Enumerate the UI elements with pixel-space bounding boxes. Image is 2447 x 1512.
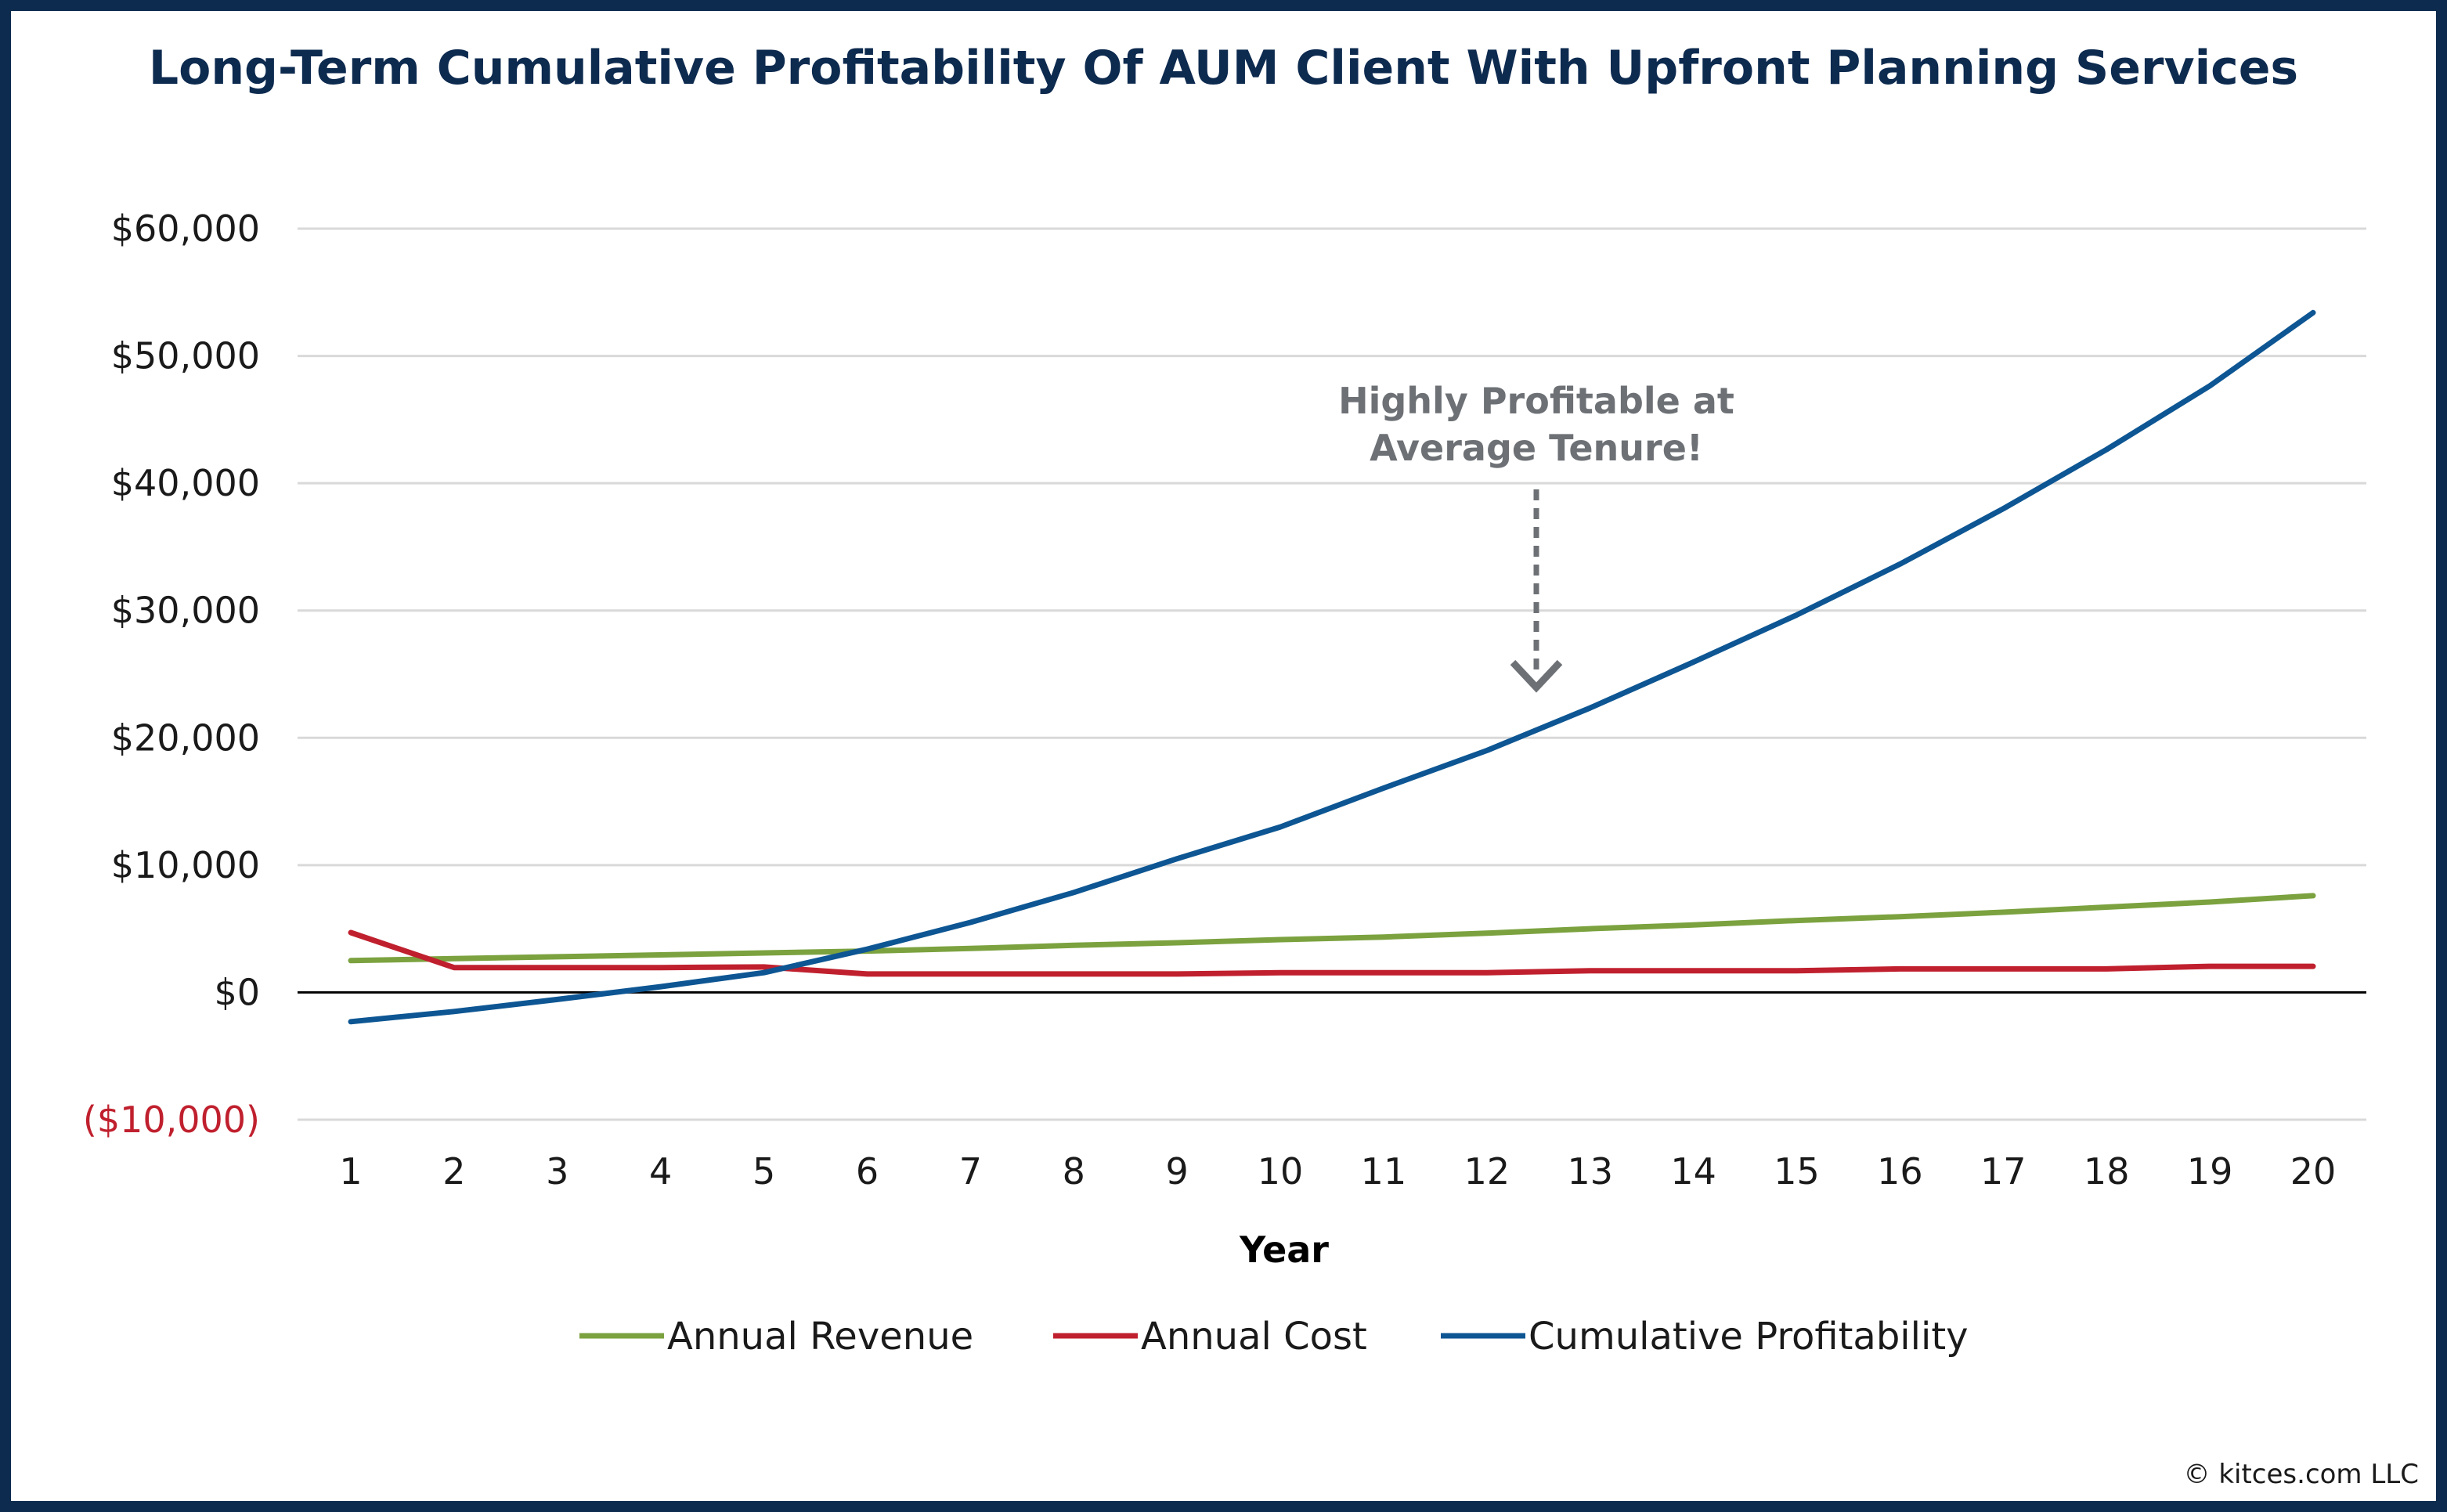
gridlines bbox=[298, 227, 2366, 1121]
x-tick-label: 7 bbox=[959, 1150, 982, 1193]
series-line-cumulative-profitability bbox=[348, 309, 2316, 1025]
legend-label: Annual Revenue bbox=[667, 1315, 973, 1359]
x-tick-label: 17 bbox=[1980, 1150, 2027, 1193]
x-tick-label: 9 bbox=[1166, 1150, 1189, 1193]
copyright-text: © kitces.com LLC bbox=[2183, 1459, 2419, 1490]
x-tick-label: 8 bbox=[1063, 1150, 1085, 1193]
x-tick-label: 13 bbox=[1567, 1150, 1613, 1193]
y-tick-label: $0 bbox=[214, 971, 260, 1013]
x-tick-label: 4 bbox=[649, 1150, 672, 1193]
annotation: Highly Profitable at Average Tenure! bbox=[1338, 380, 1734, 693]
y-tick-label: $60,000 bbox=[111, 207, 260, 250]
annotation-text-line1: Highly Profitable at bbox=[1338, 380, 1734, 422]
x-tick-label: 20 bbox=[2290, 1150, 2337, 1193]
series-line-annual-revenue bbox=[348, 893, 2316, 964]
x-tick-label: 3 bbox=[546, 1150, 568, 1193]
y-axis-ticks: $60,000 $50,000 $40,000 $30,000 $20,000 $10,0… bbox=[83, 207, 260, 1141]
y-tick-label: $50,000 bbox=[111, 335, 260, 377]
y-tick-label: $20,000 bbox=[111, 716, 260, 759]
x-tick-label: 15 bbox=[1774, 1150, 1820, 1193]
chart-title: Long-Term Cumulative Profitability Of AU… bbox=[148, 41, 2299, 96]
y-tick-label: $30,000 bbox=[111, 590, 260, 632]
x-tick-label: 1 bbox=[339, 1150, 362, 1193]
series-lines bbox=[348, 309, 2316, 1025]
x-tick-label: 11 bbox=[1361, 1150, 1407, 1193]
x-tick-label: 16 bbox=[1877, 1150, 1923, 1193]
annotation-text-line2: Average Tenure! bbox=[1370, 427, 1703, 469]
x-tick-label: 2 bbox=[442, 1150, 465, 1193]
x-axis-label: Year bbox=[1239, 1229, 1329, 1271]
y-tick-label: $40,000 bbox=[111, 462, 260, 504]
x-tick-label: 18 bbox=[2084, 1150, 2130, 1193]
legend: Annual Revenue Annual Cost Cumulative Prof… bbox=[579, 1315, 1969, 1359]
x-tick-label: 6 bbox=[856, 1150, 879, 1193]
y-tick-label: $10,000 bbox=[111, 844, 260, 886]
annotation-arrow-head bbox=[1510, 659, 1563, 693]
legend-label: Cumulative Profitability bbox=[1528, 1315, 1969, 1359]
x-tick-label: 5 bbox=[753, 1150, 775, 1193]
x-tick-label: 19 bbox=[2187, 1150, 2233, 1193]
legend-label: Annual Cost bbox=[1141, 1315, 1367, 1359]
y-tick-label: ($10,000) bbox=[83, 1099, 260, 1141]
x-tick-label: 10 bbox=[1258, 1150, 1304, 1193]
series-line-annual-cost bbox=[348, 929, 2316, 977]
x-tick-label: 14 bbox=[1670, 1150, 1716, 1193]
x-tick-label: 12 bbox=[1464, 1150, 1510, 1193]
x-axis-ticks: 1 2 3 4 5 6 7 8 9 10 11 12 13 14 15 16 17 18 19 20 bbox=[339, 1150, 2336, 1193]
